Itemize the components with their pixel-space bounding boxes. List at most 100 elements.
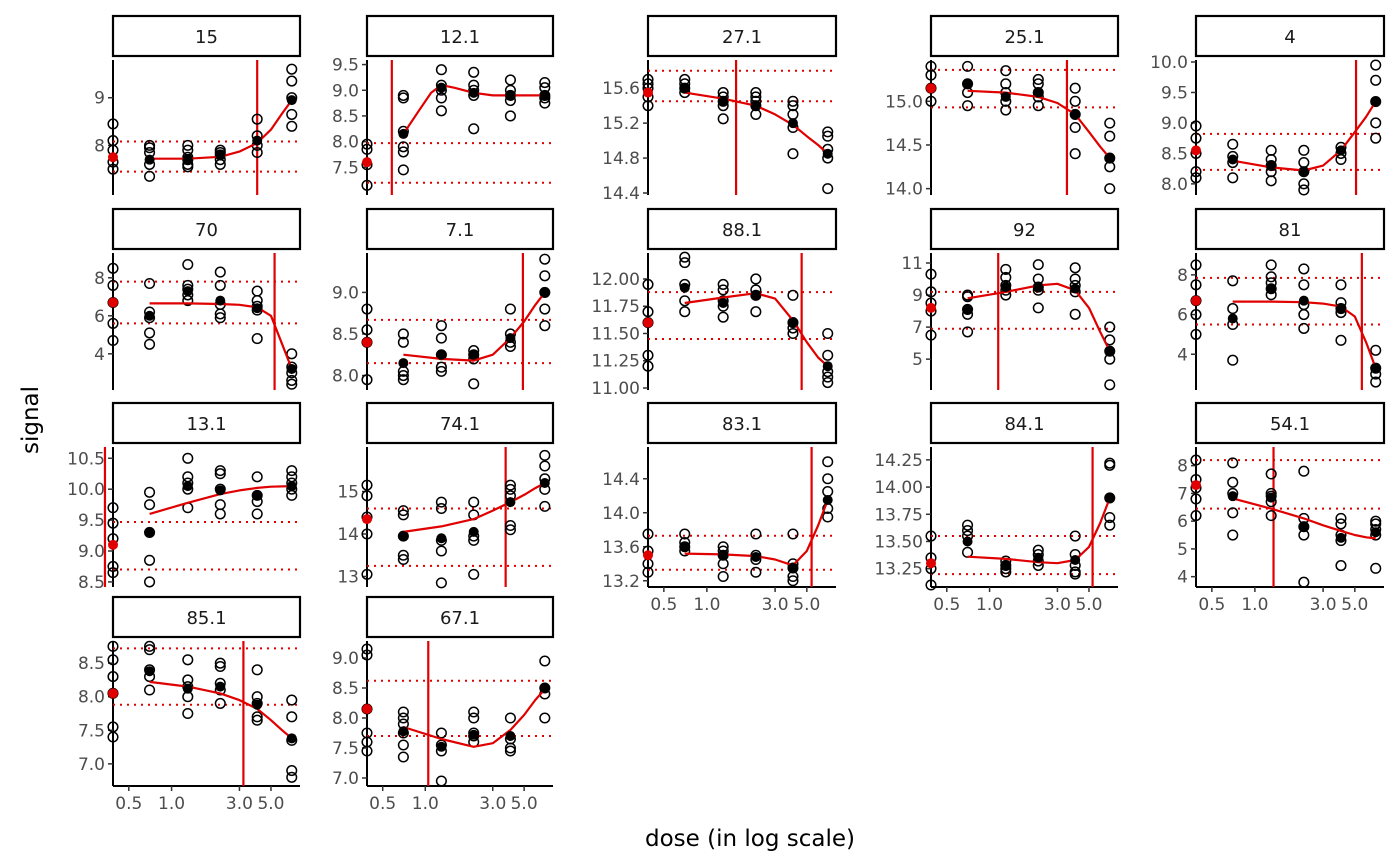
observation-point [925,329,937,341]
y-tick-label: 4 [94,345,105,365]
x-tick-label: 1.0 [1241,595,1268,615]
observation-point [539,449,551,461]
observation-point [214,508,226,520]
observation-point [468,712,480,724]
panel-13-1: 13.1 8.5 9.0 9.5 10.0 10.5 [67,401,302,593]
control-mean-point [108,297,118,308]
fitted-curve [1232,101,1377,172]
observation-point [750,528,762,540]
strip-label: 12.1 [440,27,480,48]
x-tick-label: 3.0 [226,794,253,814]
observation-point [1190,309,1202,321]
observation-point [397,706,409,718]
observation-point [361,324,373,336]
panel-27-1: 27.1 14.4 14.8 15.2 15.6 [602,14,838,204]
mean-point [1070,109,1081,120]
mean-point [1298,521,1309,532]
strip-box [1194,14,1386,58]
observation-point [1298,263,1310,275]
y-tick-label: 9 [912,286,923,306]
mean-point [286,364,297,374]
observation-point [1227,138,1239,150]
fitted-curve [684,292,829,368]
observation-point [504,745,516,757]
observation-point [1190,493,1202,505]
mean-point [1335,145,1346,156]
observation-point [1069,530,1081,542]
mean-point [252,135,263,146]
observation-point [822,511,834,523]
mean-point [398,531,409,542]
mean-point [182,154,193,165]
mean-point [505,731,516,741]
panel-4: 4 8.0 8.5 9.0 9.5 10.0 [1150,14,1386,196]
observation-point [214,312,226,324]
observation-point [962,60,974,72]
fitted-curve [1232,497,1376,540]
mean-point [144,310,155,321]
observation-point [144,644,156,656]
observation-point [504,712,516,724]
observation-point [787,148,799,160]
observation-point [468,496,480,508]
strip-label: 25.1 [1004,27,1044,48]
y-tick-label: 4 [1177,568,1188,588]
mean-point [1227,154,1238,165]
strip-label: 92 [1013,220,1036,241]
y-tick-label: 9 [94,89,105,109]
panel-81: 81 4 6 8 [1177,207,1386,390]
y-tick-label: 8.0 [332,709,359,729]
mean-point [1370,527,1381,538]
mean-point [787,118,798,129]
y-tick-label: 8.5 [332,679,359,699]
y-tick-label: 9.0 [332,649,359,669]
observation-point [822,456,834,468]
observation-point [214,468,226,480]
observation-point [1104,117,1116,129]
strip-label: 70 [195,220,218,241]
y-tick-label: 10.0 [1150,53,1188,73]
x-tick-label: 0.5 [1198,595,1225,615]
x-tick-label: 1.0 [693,595,720,615]
mean-point [1266,160,1277,171]
observation-point [361,179,373,191]
x-tick-label: 3.0 [1044,595,1071,615]
mean-point [468,729,479,740]
mean-point [787,317,798,328]
y-tick-label: 8 [94,269,105,289]
observation-point [539,460,551,472]
observation-point [286,120,298,132]
strip-box [646,401,838,445]
observation-point [642,73,654,86]
observation-point [1227,457,1239,469]
mean-point [252,303,263,314]
observation-point [1265,144,1277,156]
fitted-curve [149,302,293,370]
observation-point [642,306,654,318]
y-tick-label: 9.5 [332,56,359,76]
mean-point [1000,282,1011,293]
observation-point [361,490,373,502]
mean-point [718,550,729,561]
observation-point [182,654,194,666]
observation-point [822,371,834,383]
observation-point [435,361,447,373]
mean-point [1070,283,1081,294]
panel-12-1: 12.1 7.5 8.0 8.5 9.0 9.5 [332,14,555,195]
observation-point [504,524,516,536]
mean-point [252,699,263,710]
observation-point [1104,321,1116,333]
observation-point [214,279,226,291]
mean-point [1033,87,1044,98]
observation-point [787,289,799,301]
observation-point [679,257,691,269]
strip-box [929,14,1120,58]
x-tick-label: 0.5 [115,794,142,814]
observation-point [1069,148,1081,160]
observation-point [1190,328,1202,340]
observation-point [397,146,409,158]
mean-point [1335,532,1346,543]
observation-point [286,378,298,390]
observation-point [107,118,119,130]
